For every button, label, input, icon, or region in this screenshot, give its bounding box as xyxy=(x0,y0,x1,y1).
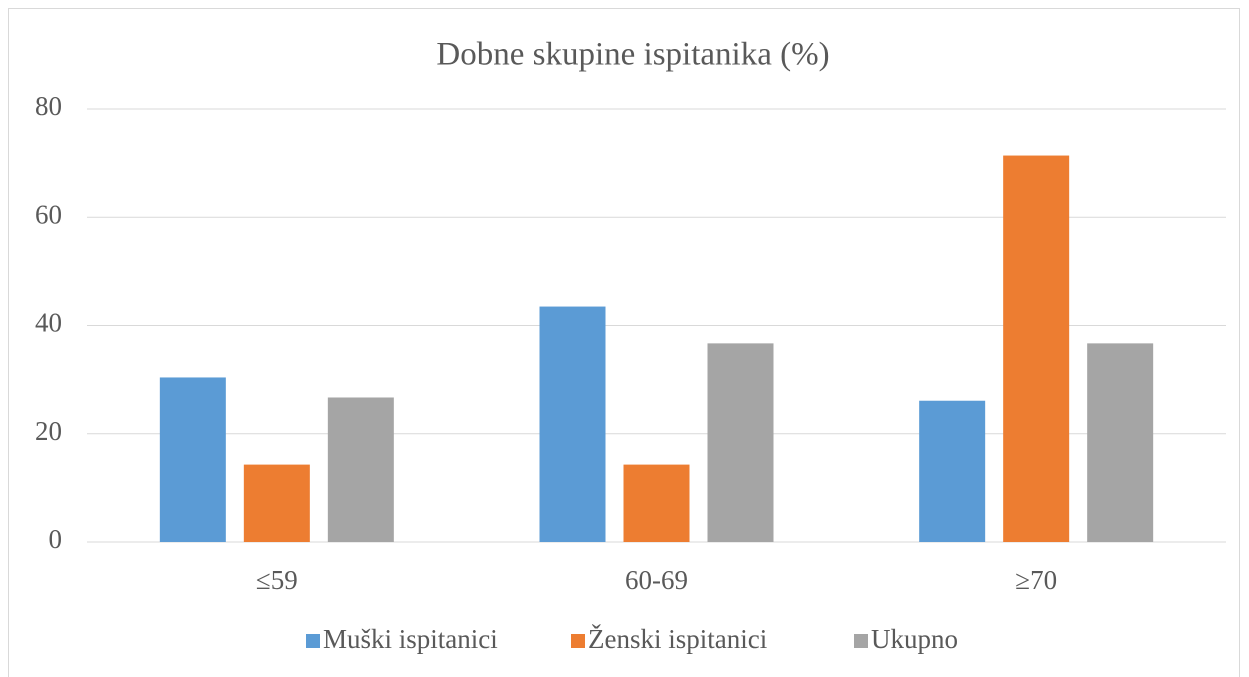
chart-border xyxy=(8,8,1240,677)
bar xyxy=(1087,343,1154,542)
bar xyxy=(623,464,690,542)
bar xyxy=(707,343,774,542)
legend-label: Ženski ispitanici xyxy=(588,624,767,654)
y-tick-label: 40 xyxy=(35,308,62,338)
legend-swatch xyxy=(306,634,320,648)
bar xyxy=(539,306,606,542)
legend-label: Muški ispitanici xyxy=(323,624,498,654)
bar xyxy=(1003,155,1070,543)
chart-title: Dobne skupine ispitanika (%) xyxy=(436,37,829,73)
bar xyxy=(243,464,310,542)
x-tick-label: 60-69 xyxy=(625,565,688,595)
bar xyxy=(159,377,226,542)
y-tick-label: 60 xyxy=(35,199,62,229)
x-tick-label: ≥70 xyxy=(1015,565,1057,595)
legend-label: Ukupno xyxy=(871,624,958,654)
bar xyxy=(919,400,986,542)
bar xyxy=(327,397,394,542)
x-tick-label: ≤59 xyxy=(256,565,298,595)
y-tick-label: 20 xyxy=(35,416,62,446)
y-tick-label: 80 xyxy=(35,91,62,121)
legend-swatch xyxy=(854,634,868,648)
legend-swatch xyxy=(571,634,585,648)
y-tick-label: 0 xyxy=(49,524,63,554)
